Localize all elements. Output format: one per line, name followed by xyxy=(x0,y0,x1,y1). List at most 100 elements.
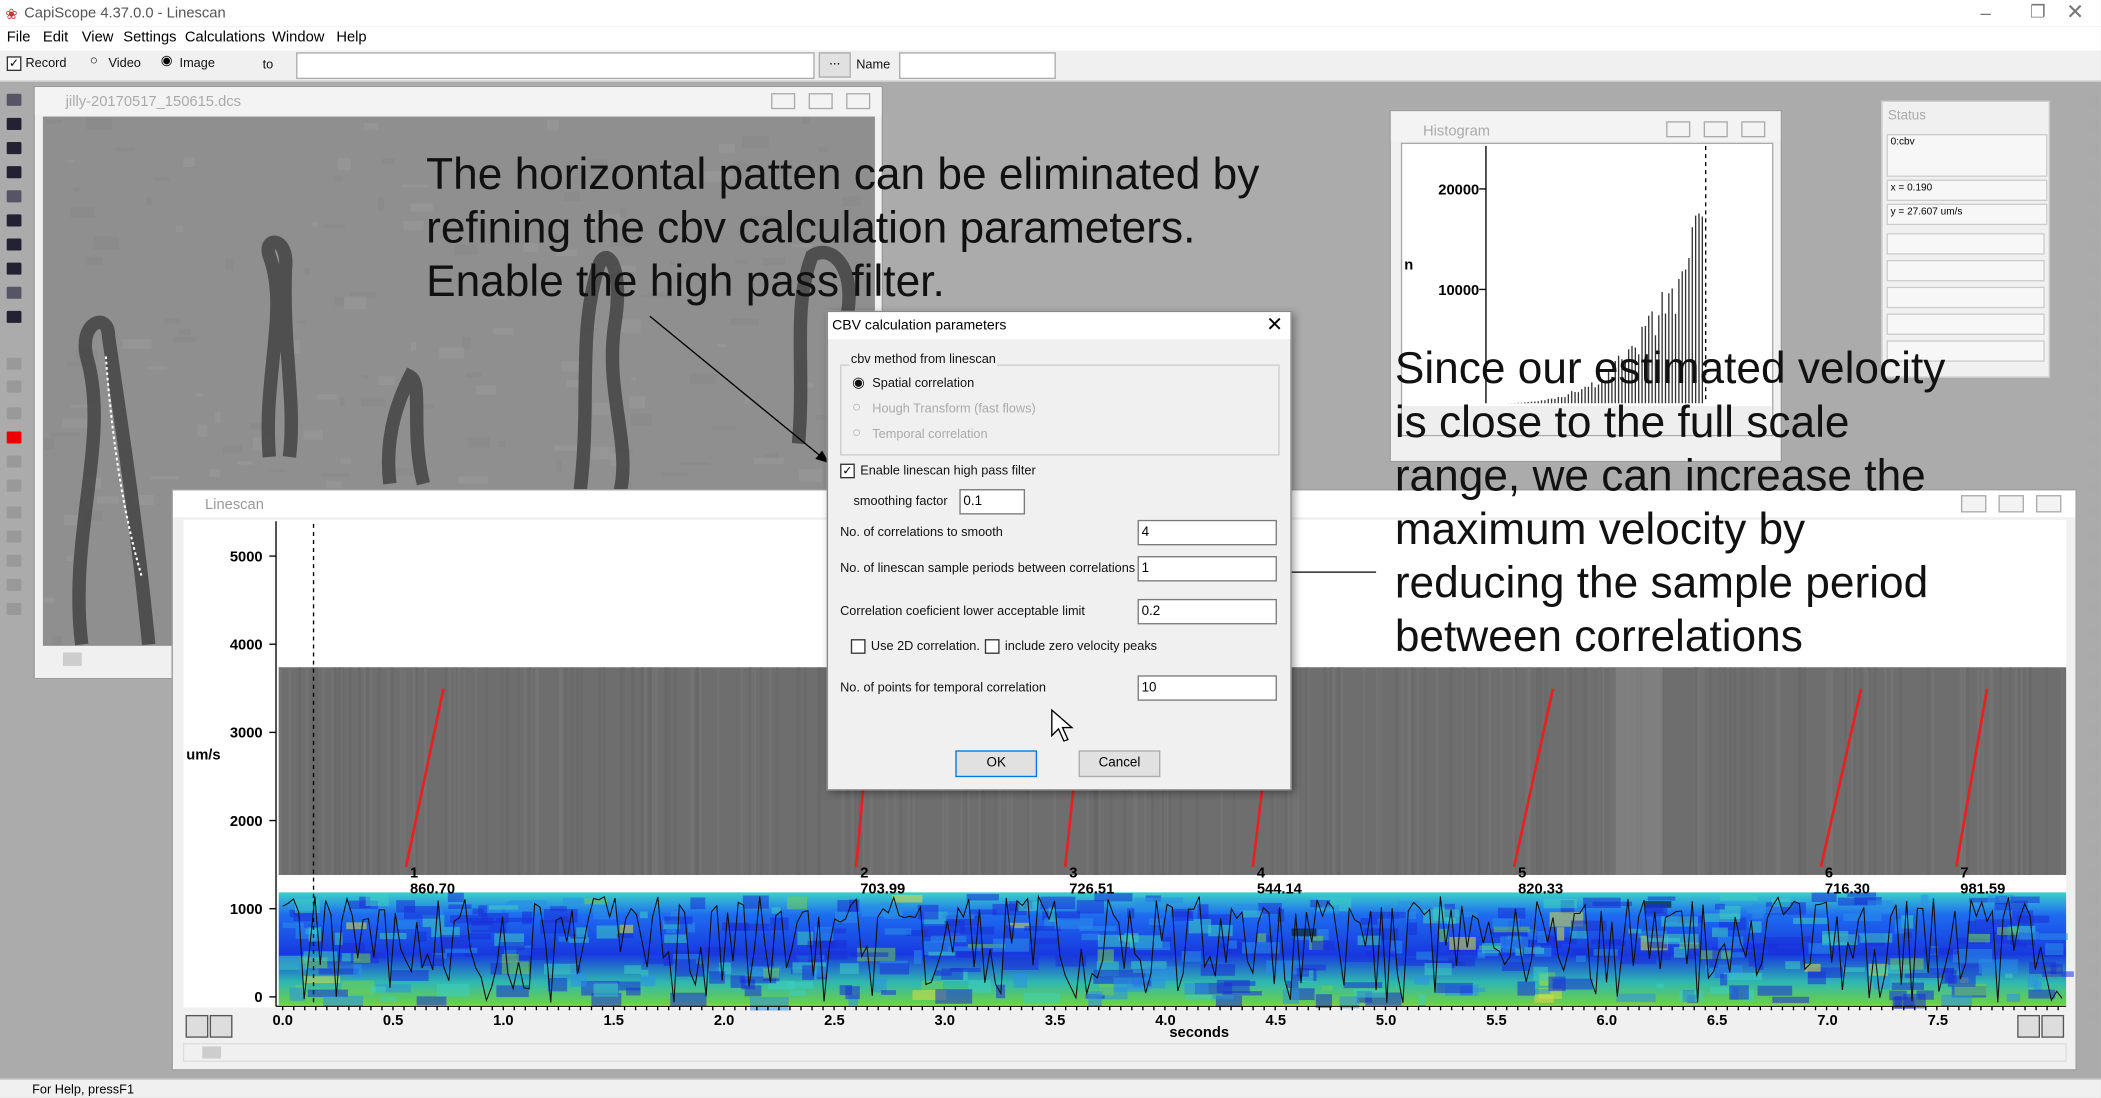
image-texture xyxy=(620,319,640,332)
image-texture xyxy=(740,667,743,875)
velocity-texture xyxy=(1040,897,1075,909)
menu-item[interactable]: Calculations xyxy=(185,29,265,45)
image-texture xyxy=(712,426,736,430)
image-texture xyxy=(413,667,416,875)
image-texture xyxy=(297,321,306,324)
close[interactable]: ✕ xyxy=(2066,0,2084,25)
image-texture xyxy=(366,667,369,875)
velocity-texture xyxy=(967,894,999,900)
field-input[interactable]: 4 xyxy=(1138,520,1277,545)
zero-peaks-checkbox[interactable] xyxy=(985,639,1000,654)
zoom-button[interactable] xyxy=(2042,1016,2063,1037)
velocity-texture xyxy=(1941,995,1972,1006)
use-2d-checkbox[interactable] xyxy=(851,639,866,654)
image-radio[interactable]: ◉ xyxy=(161,54,173,69)
image-texture xyxy=(1899,667,1902,875)
method-radio[interactable]: ○ xyxy=(852,425,861,441)
image-texture xyxy=(1778,667,1781,875)
velocity-texture xyxy=(1968,934,1990,942)
image-texture xyxy=(338,158,351,170)
velocity-texture xyxy=(1921,895,1929,908)
path-input[interactable] xyxy=(296,52,815,79)
tool-icon xyxy=(2088,506,2099,517)
video-label: Video xyxy=(109,56,141,71)
field-input[interactable]: 1 xyxy=(1138,556,1277,581)
image-texture xyxy=(310,667,313,875)
window-button xyxy=(1999,496,2023,512)
cancel-button[interactable]: Cancel xyxy=(1079,750,1161,777)
velocity-texture xyxy=(437,984,470,997)
image-texture xyxy=(1709,667,1712,875)
zoom-button[interactable] xyxy=(210,1016,231,1037)
image-texture xyxy=(349,667,352,875)
image-texture xyxy=(378,667,381,875)
y-tick-label: 3000 xyxy=(230,726,263,742)
velocity-texture xyxy=(690,898,705,910)
method-radio[interactable]: ◉ xyxy=(852,374,865,391)
zoom-button[interactable] xyxy=(2018,1016,2039,1037)
restore[interactable]: ❐ xyxy=(2030,1,2046,22)
image-texture xyxy=(631,413,652,425)
image-texture xyxy=(629,397,645,409)
velocity-texture xyxy=(950,968,981,972)
image-texture xyxy=(1293,667,1296,875)
image-texture xyxy=(1844,667,1847,875)
image-texture xyxy=(467,437,490,447)
temporal-input[interactable]: 10 xyxy=(1138,675,1277,700)
image-texture xyxy=(341,459,352,464)
tool-icon xyxy=(2088,748,2099,759)
name-input[interactable] xyxy=(899,52,1056,79)
smoothing-input[interactable]: 0.1 xyxy=(959,489,1025,514)
marker-velocity: 981.59 xyxy=(1960,882,2005,898)
menu-item[interactable]: Window xyxy=(272,29,324,45)
image-texture xyxy=(270,470,287,473)
dialog-close[interactable]: ✕ xyxy=(1266,312,1283,336)
menu-item[interactable]: Settings xyxy=(123,29,176,45)
minimize[interactable]: – xyxy=(1980,1,1990,22)
image-texture xyxy=(652,667,655,875)
image-texture xyxy=(340,397,344,406)
menu-item[interactable]: View xyxy=(82,29,114,45)
image-texture xyxy=(664,667,667,875)
image-texture xyxy=(250,423,263,429)
image-texture xyxy=(631,667,634,875)
menu-item[interactable]: Edit xyxy=(43,29,68,45)
image-texture xyxy=(681,462,711,465)
field-input[interactable]: 0.2 xyxy=(1138,599,1277,624)
tool-icon xyxy=(2088,579,2099,590)
browse-button[interactable]: ... xyxy=(819,52,851,77)
image-texture xyxy=(362,375,369,378)
group-label: cbv method from linescan xyxy=(849,352,997,367)
velocity-texture xyxy=(417,996,447,1005)
image-texture xyxy=(1545,667,1548,875)
marker-id: 7 xyxy=(1960,866,1968,882)
status-field: 0:cbv xyxy=(1887,134,2048,177)
menu-item[interactable]: Help xyxy=(336,29,366,45)
method-radio[interactable]: ○ xyxy=(852,399,861,415)
tool-icon xyxy=(2088,772,2099,783)
x-tick-label: 6.0 xyxy=(1597,1013,1617,1029)
image-texture xyxy=(364,123,379,130)
image-texture xyxy=(603,667,606,875)
window-button xyxy=(1962,496,1986,512)
menu-item[interactable]: File xyxy=(7,29,31,45)
tool-icon xyxy=(7,358,22,370)
velocity-texture xyxy=(664,934,687,943)
velocity-texture xyxy=(2007,994,2020,1002)
video-radio[interactable]: ○ xyxy=(90,54,98,69)
image-texture xyxy=(215,412,220,423)
velocity-texture xyxy=(1808,971,1826,984)
image-texture xyxy=(691,667,694,875)
ok-button[interactable]: OK xyxy=(955,750,1037,777)
velocity-texture xyxy=(1449,937,1476,950)
velocity-texture xyxy=(1502,962,1530,971)
method-label: Hough Transform (fast flows) xyxy=(872,402,1035,417)
record-checkbox[interactable]: ✓ xyxy=(7,56,22,71)
velocity-texture xyxy=(1895,919,1905,934)
zoom-button[interactable] xyxy=(186,1016,207,1037)
velocity-texture xyxy=(1297,968,1309,977)
image-texture xyxy=(1931,667,1934,875)
high-pass-checkbox[interactable]: ✓ xyxy=(840,464,855,479)
image-texture xyxy=(560,667,563,875)
velocity-texture xyxy=(594,983,619,996)
